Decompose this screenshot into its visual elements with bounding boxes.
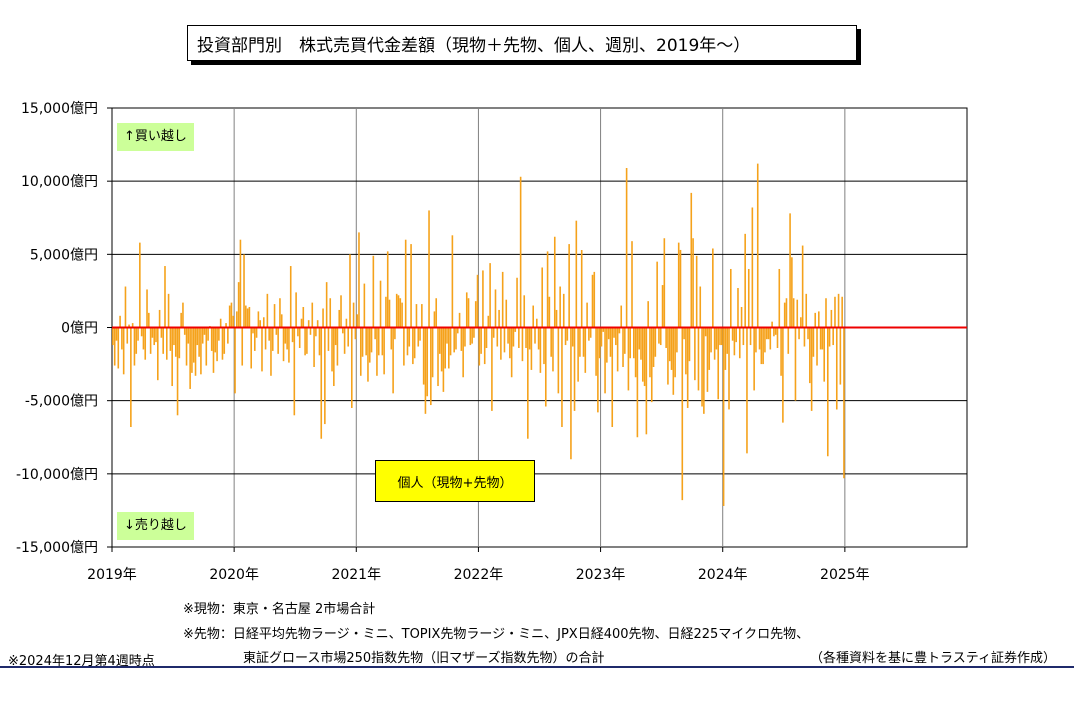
x-tick-label: 2020年 <box>209 567 259 583</box>
x-tick-label: 2022年 <box>454 567 504 583</box>
note-as-of: ※2024年12月第4週時点 <box>8 654 155 669</box>
y-tick-label: 5,000億円 <box>30 247 98 263</box>
note-sakimono-1: ※先物：日経平均先物ラージ・ミニ、TOPIX先物ラージ・ミニ、JPX日経400先… <box>183 627 810 642</box>
x-tick-label: 2025年 <box>820 567 870 583</box>
y-tick-label: 0億円 <box>61 321 98 337</box>
footer-rule <box>0 666 1074 668</box>
x-tick-label: 2021年 <box>331 567 381 583</box>
x-tick-label: 2019年 <box>87 567 137 583</box>
x-tick-label: 2024年 <box>698 567 748 583</box>
y-tick-label: 10,000億円 <box>21 174 98 190</box>
y-tick-label: -15,000億円 <box>16 540 98 556</box>
note-sakimono-2: 東証グロース市場250指数先物（旧マザーズ指数先物）の合計 <box>243 651 605 666</box>
y-tick-label: -10,000億円 <box>16 467 98 483</box>
buy-over-label: ↑買い越し <box>117 123 194 151</box>
chart-title: 投資部門別 株式売買代金差額（現物＋先物、個人、週別、2019年～） <box>187 25 857 61</box>
note-source: （各種資料を基に豊トラスティ証券作成） <box>810 651 1056 666</box>
y-tick-label: -5,000億円 <box>25 394 98 410</box>
y-tick-label: 15,000億円 <box>21 101 98 117</box>
sell-over-label: ↓売り越し <box>117 512 194 540</box>
note-genbutsu: ※現物：東京・名古屋 2市場合計 <box>183 602 376 617</box>
series-legend: 個人（現物+先物） <box>375 460 535 502</box>
x-tick-label: 2023年 <box>576 567 626 583</box>
